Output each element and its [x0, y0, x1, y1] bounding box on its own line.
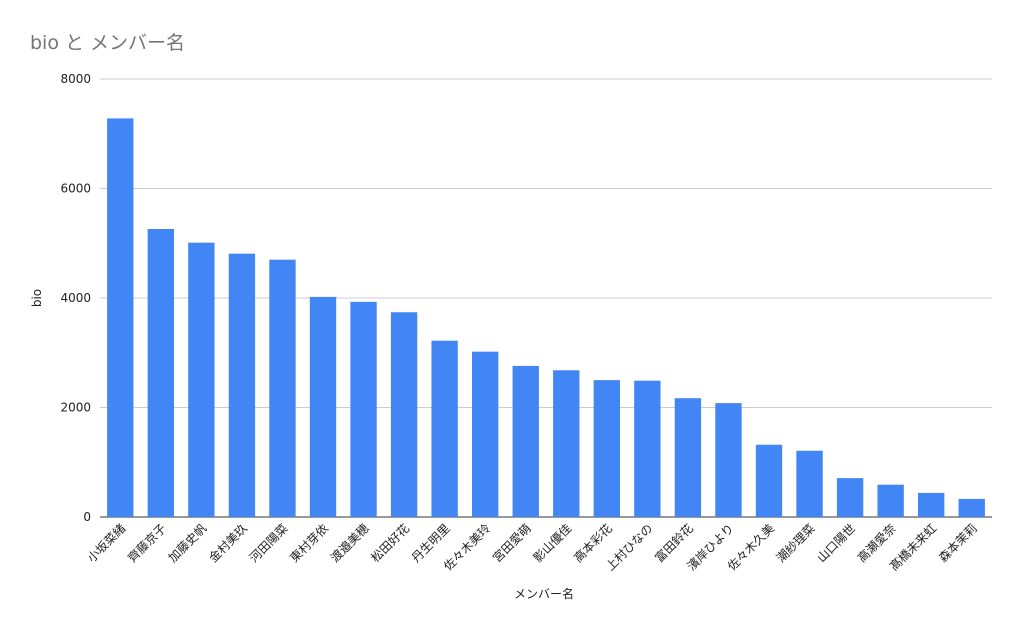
bar	[755, 444, 783, 517]
bar	[958, 498, 985, 517]
bar	[188, 242, 215, 517]
x-tick-label: 潮紗理菜	[773, 521, 818, 566]
bar	[593, 380, 620, 517]
x-tick-label: 東村芽依	[287, 521, 332, 566]
y-tick-label: 0	[83, 510, 91, 524]
bar	[390, 312, 418, 517]
bar	[309, 296, 337, 517]
x-tick-label: 山口陽世	[814, 521, 858, 565]
x-tick-label: 小坂菜緒	[84, 521, 129, 566]
bar	[796, 450, 823, 517]
x-tick-label: 渡邉美穂	[327, 521, 372, 566]
x-tick-label: 宮田愛萌	[489, 521, 534, 566]
chart-title: bio と メンバー名	[30, 32, 186, 54]
x-tick-label: 影山優佳	[531, 521, 575, 565]
bar	[836, 478, 864, 517]
bar	[715, 403, 742, 517]
y-tick-label: 6000	[60, 182, 91, 196]
y-tick-label: 2000	[60, 401, 91, 415]
y-tick-label: 8000	[60, 72, 91, 86]
bars	[107, 118, 985, 518]
x-tick-label: 齊藤京子	[125, 521, 169, 565]
bar	[634, 380, 661, 517]
y-tick-label: 4000	[60, 291, 91, 305]
x-axis-title: メンバー名	[514, 586, 574, 601]
bar	[269, 259, 296, 517]
x-tick-label: 金村美玖	[205, 521, 250, 566]
bar	[431, 340, 458, 517]
bar	[107, 118, 134, 518]
bar	[147, 229, 174, 517]
bar	[674, 398, 702, 517]
y-axis-ticks: 0 2000 4000 6000 8000	[60, 72, 91, 524]
bar	[877, 484, 904, 517]
x-tick-label: 森本茉莉	[935, 521, 980, 566]
x-tick-label: 加藤史帆	[165, 521, 210, 566]
bar	[918, 492, 945, 517]
x-tick-label: 松田好花	[368, 521, 413, 566]
y-axis-title: bio	[30, 289, 44, 307]
bar	[228, 253, 256, 517]
bar	[512, 365, 539, 517]
x-tick-label: 河田陽菜	[247, 521, 291, 565]
bar	[472, 351, 499, 517]
bar	[350, 301, 377, 517]
x-axis-labels: 小坂菜緒齊藤京子加藤史帆金村美玖河田陽菜東村芽依渡邉美穂松田好花丹生明里佐々木美…	[84, 521, 980, 574]
bar	[553, 370, 580, 517]
